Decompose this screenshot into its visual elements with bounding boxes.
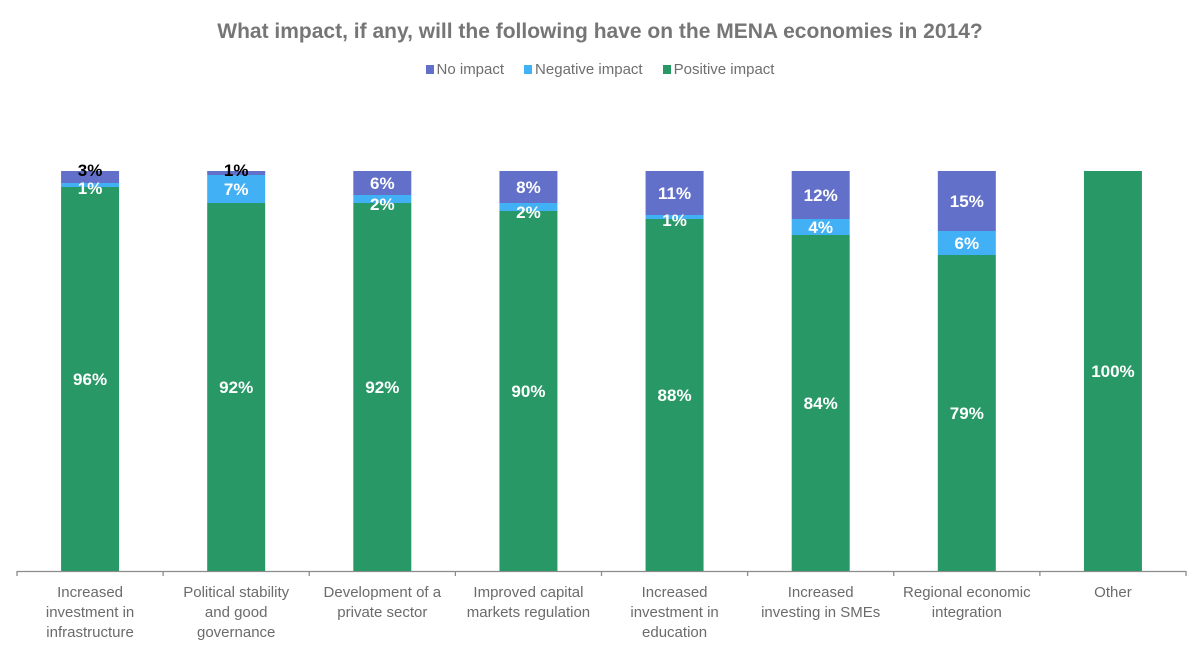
category-label: investment in <box>46 604 134 621</box>
data-label: 7% <box>224 180 249 199</box>
bar-segment-negative-impact <box>353 195 412 203</box>
category-label: investing in SMEs <box>761 604 880 621</box>
bar-segment-no-impact <box>645 171 704 215</box>
legend-item: No impact <box>425 61 505 78</box>
data-label: 92% <box>365 378 399 397</box>
data-label: 1% <box>662 211 687 230</box>
bar-segment-negative-impact <box>791 219 850 235</box>
category-label: Development of a <box>324 584 442 601</box>
legend-label: Positive impact <box>673 61 775 78</box>
data-label: 6% <box>955 234 980 253</box>
category-label: Improved capital <box>473 584 583 601</box>
data-label: 8% <box>516 178 541 197</box>
bar-segment-negative-impact <box>207 175 266 203</box>
bar-segment-negative-impact <box>61 183 120 187</box>
data-label: 96% <box>73 370 107 389</box>
category-label: Increased <box>788 584 854 601</box>
bar-segment-positive-impact <box>207 203 266 571</box>
category-label: governance <box>197 624 275 641</box>
bar-segment-negative-impact <box>645 215 704 219</box>
bar-segment-no-impact <box>207 171 266 175</box>
data-label: 6% <box>370 174 395 193</box>
bar-segment-positive-impact <box>791 235 850 571</box>
legend-swatch <box>524 65 533 74</box>
legend-item: Positive impact <box>662 61 775 78</box>
bar-segment-no-impact <box>937 171 996 231</box>
bar-segment-positive-impact <box>61 187 120 571</box>
bar-segment-positive-impact <box>1083 171 1142 571</box>
data-label: 3% <box>78 161 103 180</box>
category-label: Increased <box>642 584 708 601</box>
legend: No impact Negative impact Positive impact <box>0 61 1200 78</box>
legend-item: Negative impact <box>524 61 643 78</box>
data-label: 88% <box>658 386 692 405</box>
category-label: Political stability <box>183 584 289 601</box>
category-label: integration <box>932 604 1002 621</box>
category-label: private sector <box>337 604 427 621</box>
data-label: 4% <box>808 218 833 237</box>
category-label: Other <box>1094 584 1132 601</box>
category-label: education <box>642 624 707 641</box>
data-label: 11% <box>658 184 691 203</box>
data-label: 92% <box>219 378 253 397</box>
category-label: investment in <box>630 604 718 621</box>
legend-label: Negative impact <box>535 61 643 78</box>
bar-segment-no-impact <box>353 171 412 195</box>
data-label: 2% <box>370 195 395 214</box>
category-label: Increased <box>57 584 123 601</box>
data-label: 1% <box>224 161 249 180</box>
legend-swatch <box>662 65 671 74</box>
legend-label: No impact <box>436 61 505 78</box>
bar-segment-positive-impact <box>645 219 704 571</box>
legend-swatch <box>425 65 434 74</box>
bar-segment-no-impact <box>499 171 558 203</box>
chart-title: What impact, if any, will the following … <box>217 20 983 43</box>
bar-segment-no-impact <box>791 171 850 219</box>
data-label: 15% <box>950 192 984 211</box>
category-label: and good <box>205 604 268 621</box>
data-label: 79% <box>950 404 984 423</box>
data-label: 90% <box>511 382 545 401</box>
bar-segment-negative-impact <box>937 231 996 255</box>
data-label: 2% <box>516 203 541 222</box>
bar-segment-negative-impact <box>499 203 558 211</box>
category-label: infrastructure <box>46 624 134 641</box>
bar-segment-no-impact <box>61 171 120 183</box>
bar-segment-positive-impact <box>499 211 558 571</box>
data-label: 1% <box>78 179 103 198</box>
bar-segment-positive-impact <box>937 255 996 571</box>
category-label: Regional economic <box>903 584 1031 601</box>
data-label: 84% <box>804 394 838 413</box>
data-label: 12% <box>804 186 838 205</box>
bar-segment-positive-impact <box>353 203 412 571</box>
data-label: 100% <box>1091 362 1134 381</box>
category-label: markets regulation <box>467 604 590 621</box>
